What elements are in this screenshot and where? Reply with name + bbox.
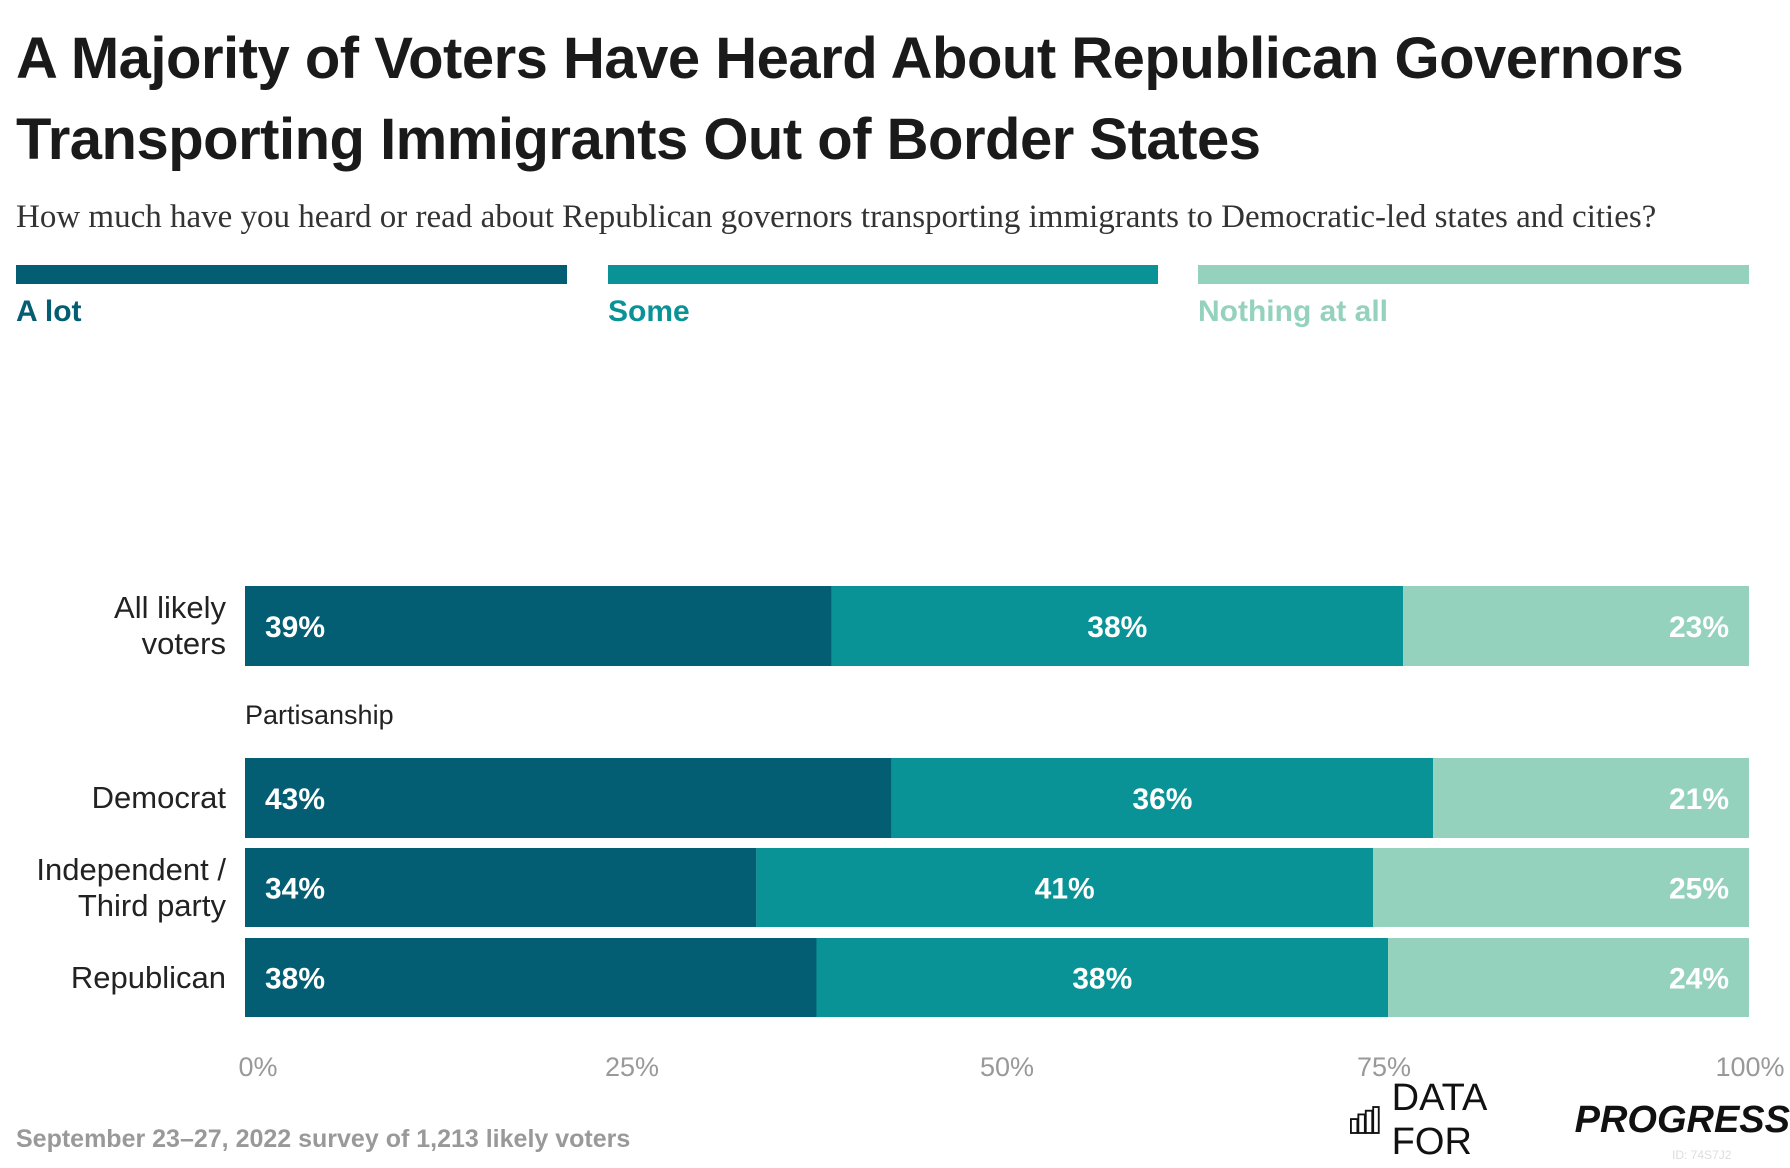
legend-label: Nothing at all xyxy=(1198,295,1388,328)
x-tick: 25% xyxy=(604,1052,660,1082)
data-label: 38% xyxy=(265,963,325,996)
bar-segment xyxy=(1388,938,1749,1017)
data-label: 21% xyxy=(1669,783,1729,816)
bar-segment xyxy=(1433,758,1749,838)
chart-id: ID: 74S7J2 xyxy=(1672,1148,1732,1162)
group-label: Partisanship xyxy=(245,700,394,730)
legend-label: Some xyxy=(608,295,690,328)
chart-title: A Majority of Voters Have Heard About Re… xyxy=(16,26,1684,172)
x-tick: 50% xyxy=(979,1052,1035,1082)
legend-swatch xyxy=(16,265,567,284)
logo: DATA FOR PROGRESS xyxy=(1350,1077,1790,1163)
legend-item-some: Some xyxy=(608,265,1158,330)
bar-segment xyxy=(245,938,817,1017)
data-label: 43% xyxy=(265,783,325,816)
data-label: 25% xyxy=(1669,873,1729,906)
bar-segment xyxy=(245,848,757,927)
bar-chart-icon xyxy=(1350,1106,1380,1134)
x-tick: 75% xyxy=(1356,1052,1412,1082)
bar-segment xyxy=(891,758,1434,838)
data-label: 38% xyxy=(1087,611,1147,644)
bar-segment xyxy=(245,586,832,666)
x-tick: 100% xyxy=(1715,1052,1785,1082)
stacked-bar-plot: 39% 38% 23% 43% 36% 21% 34% 41% 25% 38% 38% 24% xyxy=(245,586,1749,1017)
x-tick: 0% xyxy=(238,1052,278,1082)
logo-text-bold: PROGRESS xyxy=(1574,1099,1790,1141)
data-label: 36% xyxy=(1132,783,1192,816)
footer-note: September 23–27, 2022 survey of 1,213 li… xyxy=(16,1125,631,1153)
row-label: All likely voters xyxy=(114,590,226,661)
data-label: 39% xyxy=(265,611,325,644)
row-label: Independent / Third party xyxy=(36,852,226,923)
row-label: Democrat xyxy=(91,780,226,815)
logo-text: DATA FOR xyxy=(1391,1077,1486,1163)
legend-item-a-lot: A lot xyxy=(16,265,567,330)
data-label: 41% xyxy=(1035,873,1095,906)
row-label: Republican xyxy=(70,960,226,995)
legend-label: A lot xyxy=(16,295,82,328)
legend: A lot Some Nothing at all xyxy=(16,265,1756,345)
data-label: 24% xyxy=(1669,963,1729,996)
legend-swatch xyxy=(1198,265,1749,284)
data-label: 23% xyxy=(1669,611,1729,644)
chart-header: A Majority of Voters Have Heard About Re… xyxy=(16,18,1756,345)
legend-item-nothing-at-all: Nothing at all xyxy=(1198,265,1749,330)
bar-segment xyxy=(245,758,892,838)
data-label: 38% xyxy=(1072,963,1132,996)
bar-segment xyxy=(1403,586,1749,666)
bar-segment xyxy=(831,586,1404,666)
bar-segment xyxy=(816,938,1389,1017)
chart-subtitle: How much have you heard or read about Re… xyxy=(16,199,1657,235)
bar-segment xyxy=(1373,848,1749,927)
data-label: 34% xyxy=(265,873,325,906)
bar-segment xyxy=(756,848,1373,927)
legend-swatch xyxy=(608,265,1158,284)
